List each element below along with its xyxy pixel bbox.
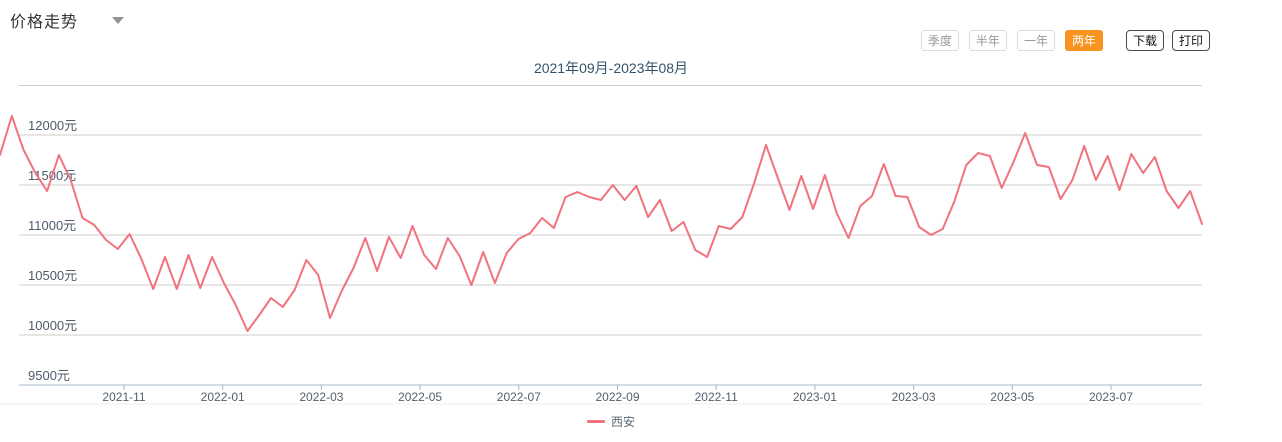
x-axis-label: 2023-03: [892, 390, 936, 404]
legend-line-mark: [586, 420, 605, 423]
y-axis-label: 10500元: [28, 268, 77, 283]
print-button[interactable]: 打印: [1171, 30, 1210, 51]
download-button[interactable]: 下载: [1125, 30, 1164, 51]
x-axis-label: 2023-01: [793, 390, 837, 404]
period-button-half-year[interactable]: 半年: [968, 30, 1007, 51]
y-axis-label: 11000元: [28, 218, 76, 233]
x-axis-label: 2023-05: [990, 390, 1034, 404]
chart-title: 2021年09月-2023年08月: [533, 60, 689, 76]
chevron-down-icon[interactable]: [112, 16, 125, 24]
toolbar: 季度 半年 一年 两年 下载 打印: [911, 30, 1210, 51]
period-button-group: 季度 半年 一年 两年: [911, 30, 1103, 51]
period-button-two-years[interactable]: 两年: [1064, 30, 1103, 51]
x-axis-label: 2022-05: [398, 390, 442, 404]
price-line-chart[interactable]: 12000元11500元11000元10500元10000元9500元2021-…: [0, 0, 1282, 412]
widget-header: 价格走势: [10, 9, 125, 31]
x-axis-label: 2022-07: [497, 390, 541, 404]
x-axis-label: 2022-11: [695, 390, 738, 404]
action-button-group: 下载 打印: [1118, 30, 1210, 51]
legend-label: 西安: [610, 415, 635, 429]
y-axis-label: 9500元: [28, 368, 70, 383]
x-axis-label: 2023-07: [1089, 390, 1133, 404]
x-axis-label: 2021-11: [102, 390, 145, 404]
x-axis-label: 2022-01: [201, 390, 245, 404]
widget-title: 价格走势: [10, 14, 79, 31]
chart-legend[interactable]: 西安: [0, 413, 1222, 430]
y-axis-label: 12000元: [28, 118, 77, 133]
period-button-quarter[interactable]: 季度: [920, 30, 959, 51]
period-button-one-year[interactable]: 一年: [1016, 30, 1055, 51]
y-axis-label: 10000元: [28, 318, 77, 333]
price-line: [0, 115, 1203, 332]
x-axis-label: 2022-03: [299, 390, 343, 404]
x-axis-label: 2022-09: [595, 390, 639, 404]
